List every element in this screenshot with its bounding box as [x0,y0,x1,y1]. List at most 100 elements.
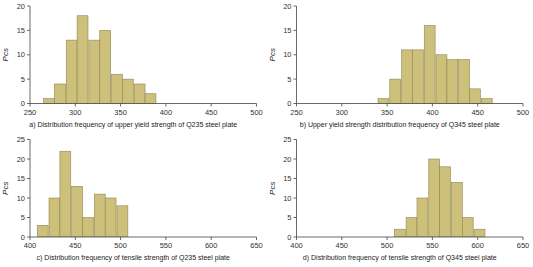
x-tick-label: 650 [250,241,263,250]
y-tick [27,159,30,160]
x-tick-label: 500 [114,241,127,250]
y-axis-line [30,140,31,238]
bar [390,79,401,103]
figure: 25030035040045050005101520Pcsa) Distribu… [0,0,533,267]
y-tick-label: 5 [21,75,25,84]
x-axis-line [297,237,524,238]
x-tick [341,104,342,107]
x-tick-label: 450 [336,241,349,250]
y-tick [27,6,30,7]
y-tick-label: 10 [283,194,291,203]
y-tick-label: 20 [17,2,25,11]
bar [89,40,100,103]
x-tick [165,237,166,240]
x-tick [165,104,166,107]
x-tick-label: 400 [290,241,303,250]
y-tick [294,178,297,179]
bar [451,182,462,237]
bar [37,225,48,237]
y-axis-label: Pcs [1,48,10,61]
bars [378,26,492,104]
bar [440,167,451,237]
y-tick [294,237,297,238]
bar [94,194,105,237]
y-tick [294,198,297,199]
x-axis-label: b) Upper yield strength distribution fre… [300,121,500,129]
y-tick-label: 15 [283,26,291,35]
x-tick-label: 650 [517,241,530,250]
x-tick-label: 500 [381,241,394,250]
bar [134,84,145,104]
y-tick [294,30,297,31]
subplot: 4004505005506006500510152025Pcsd) Distri… [268,135,530,262]
y-tick [27,237,30,238]
bar [83,218,94,238]
x-tick [211,104,212,107]
x-tick-label: 250 [290,108,303,117]
y-tick [294,54,297,55]
subplot: 4004505005506006500510152025Pcsc) Distri… [1,135,263,262]
y-tick [294,217,297,218]
y-tick-label: 5 [21,213,25,222]
y-tick-label: 25 [283,135,291,144]
y-axis-label: Pcs [268,182,277,195]
y-tick [27,54,30,55]
x-axis-label: c) Distribution frequency of tensile str… [37,254,230,262]
bar [72,186,83,237]
x-tick-label: 400 [24,241,37,250]
bars [37,151,128,237]
x-tick-label: 450 [205,108,218,117]
x-tick-label: 500 [250,108,263,117]
y-tick-label: 0 [287,99,291,108]
x-tick-label: 450 [471,108,484,117]
x-tick [523,104,524,107]
y-axis-label: Pcs [1,182,10,195]
bar [402,50,413,104]
x-tick-label: 250 [24,108,37,117]
y-tick [294,103,297,104]
subplot: 25030035040045050005101520Pcsb) Upper yi… [268,2,530,129]
x-tick-label: 300 [336,108,349,117]
bar [100,30,111,103]
bar [424,26,435,104]
bar [394,229,405,237]
y-axis-label: Pcs [268,48,277,61]
y-axis-line [296,140,297,238]
y-tick [27,103,30,104]
x-tick-label: 350 [381,108,394,117]
y-tick [27,198,30,199]
x-tick [256,237,257,240]
x-tick [75,104,76,107]
x-axis-label: d) Distribution frequency of tensile str… [303,254,497,262]
y-tick-label: 20 [283,2,291,11]
x-tick [120,104,121,107]
bar [122,79,133,103]
y-tick-label: 20 [17,155,25,164]
x-tick [120,237,121,240]
y-tick [294,6,297,7]
x-tick [387,237,388,240]
bar [474,229,485,237]
x-tick [341,237,342,240]
x-tick-label: 400 [160,108,173,117]
x-axis-line [30,103,257,104]
x-tick [387,104,388,107]
bars [394,159,485,237]
bar [112,74,123,103]
bar [470,89,481,104]
bar [145,94,156,104]
x-tick-label: 600 [205,241,218,250]
bar [60,151,71,237]
y-tick-label: 20 [283,155,291,164]
y-tick-label: 10 [17,194,25,203]
x-tick-label: 550 [160,241,173,250]
bar [459,60,470,104]
y-tick [27,30,30,31]
bar [117,206,128,237]
bar [412,50,423,104]
bar [406,218,417,238]
x-tick [30,104,31,107]
x-tick [30,237,31,240]
x-tick [256,104,257,107]
x-axis-line [30,237,257,238]
